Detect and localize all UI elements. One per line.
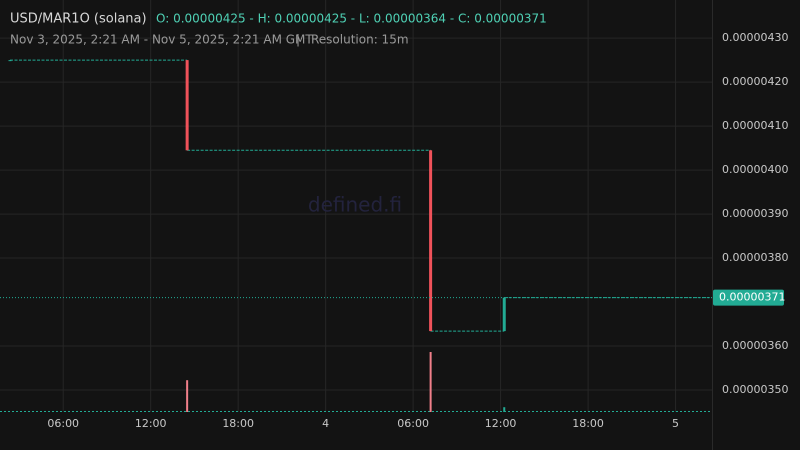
watermark: defined.fi [308, 193, 402, 217]
y-tick-label: 0.00000360 [722, 339, 788, 352]
candle-body [185, 60, 189, 151]
candle-body [502, 297, 506, 332]
x-tick-label: 5 [672, 417, 679, 430]
pair-title: USD/MAR1O (solana) [10, 12, 147, 27]
last-price-box [713, 289, 784, 306]
y-tick-label: 0.00000410 [722, 119, 788, 132]
x-tick-label: 18:00 [222, 417, 254, 430]
time-range: Nov 3, 2025, 2:21 AM - Nov 5, 2025, 2:21… [10, 33, 313, 47]
x-tick-label: 06:00 [47, 417, 79, 430]
x-tick-label: 06:00 [397, 417, 429, 430]
volume-bar [429, 352, 432, 412]
volume-bar [503, 407, 506, 412]
y-tick-label: 0.00000430 [722, 31, 788, 44]
x-tick-label: 4 [322, 417, 329, 430]
last-price-label: 0.00000371 [719, 291, 785, 304]
x-tick-label: 12:00 [485, 417, 517, 430]
y-tick-label: 0.00000380 [722, 251, 788, 264]
ohlc: O: 0.00000425 - H: 0.00000425 - L: 0.000… [156, 12, 547, 26]
separator: | [296, 33, 300, 47]
resolution: Resolution: 15m [311, 33, 409, 47]
x-tick-label: 18:00 [572, 417, 604, 430]
x-tick-label: 12:00 [135, 417, 167, 430]
y-tick-label: 0.00000420 [722, 75, 788, 88]
volume-bar [186, 380, 189, 412]
y-tick-label: 0.00000350 [722, 383, 788, 396]
y-tick-label: 0.00000400 [722, 163, 788, 176]
candle-body [429, 150, 433, 332]
candle-body [8, 60, 12, 62]
y-tick-label: 0.00000390 [722, 207, 788, 220]
